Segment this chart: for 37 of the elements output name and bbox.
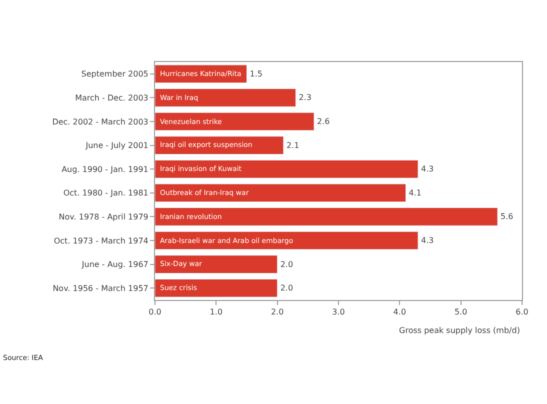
bar [155, 278, 278, 298]
bar [155, 231, 418, 250]
y-tick-label: Dec. 2002 - March 2003 [52, 117, 148, 126]
x-tick-label: 2.0 [270, 308, 284, 317]
y-tick-label: June - July 2001 [84, 141, 148, 150]
bar [155, 136, 284, 154]
y-tick-label: Nov. 1978 - April 1979 [58, 212, 148, 222]
y-tick-label: Nov. 1956 - March 1957 [52, 284, 148, 293]
y-tick-label: Oct. 1980 - Jan. 1981 [63, 188, 148, 198]
data-label: 1.5 [250, 69, 262, 78]
y-tick-label: March - Dec. 2003 [75, 94, 148, 102]
data-label: 2.0 [280, 284, 294, 293]
bar [155, 184, 406, 202]
data-label: 4.1 [408, 188, 422, 198]
y-tick-label: Aug. 1990 - Jan. 1991 [62, 164, 148, 174]
bar [155, 255, 278, 274]
bar [155, 112, 314, 131]
x-tick-label: 6.0 [516, 308, 528, 317]
y-tick-label: June - Aug. 1967 [80, 260, 148, 270]
x-tick-label: 1.0 [210, 308, 223, 317]
bar [155, 160, 418, 178]
data-label: 2.0 [280, 260, 294, 269]
data-label: 2.6 [317, 117, 330, 126]
x-axis-title: Gross peak supply loss (mb/d) [399, 326, 520, 335]
bar [155, 208, 498, 226]
x-tick-label: 5.0 [454, 308, 468, 317]
data-label: 2.3 [298, 93, 312, 102]
bar [155, 88, 296, 107]
data-label: 4.3 [421, 164, 434, 174]
data-label: 2.1 [286, 140, 300, 150]
y-tick-label: September 2005 [81, 70, 148, 79]
x-tick-label: 4.0 [393, 308, 406, 317]
data-label: 4.3 [421, 236, 434, 246]
data-label: 5.6 [500, 212, 514, 222]
x-tick-label: 0.0 [148, 308, 162, 317]
y-tick-label: Oct. 1973 - March 1974 [54, 236, 148, 246]
x-tick-label: 3.0 [332, 308, 345, 317]
